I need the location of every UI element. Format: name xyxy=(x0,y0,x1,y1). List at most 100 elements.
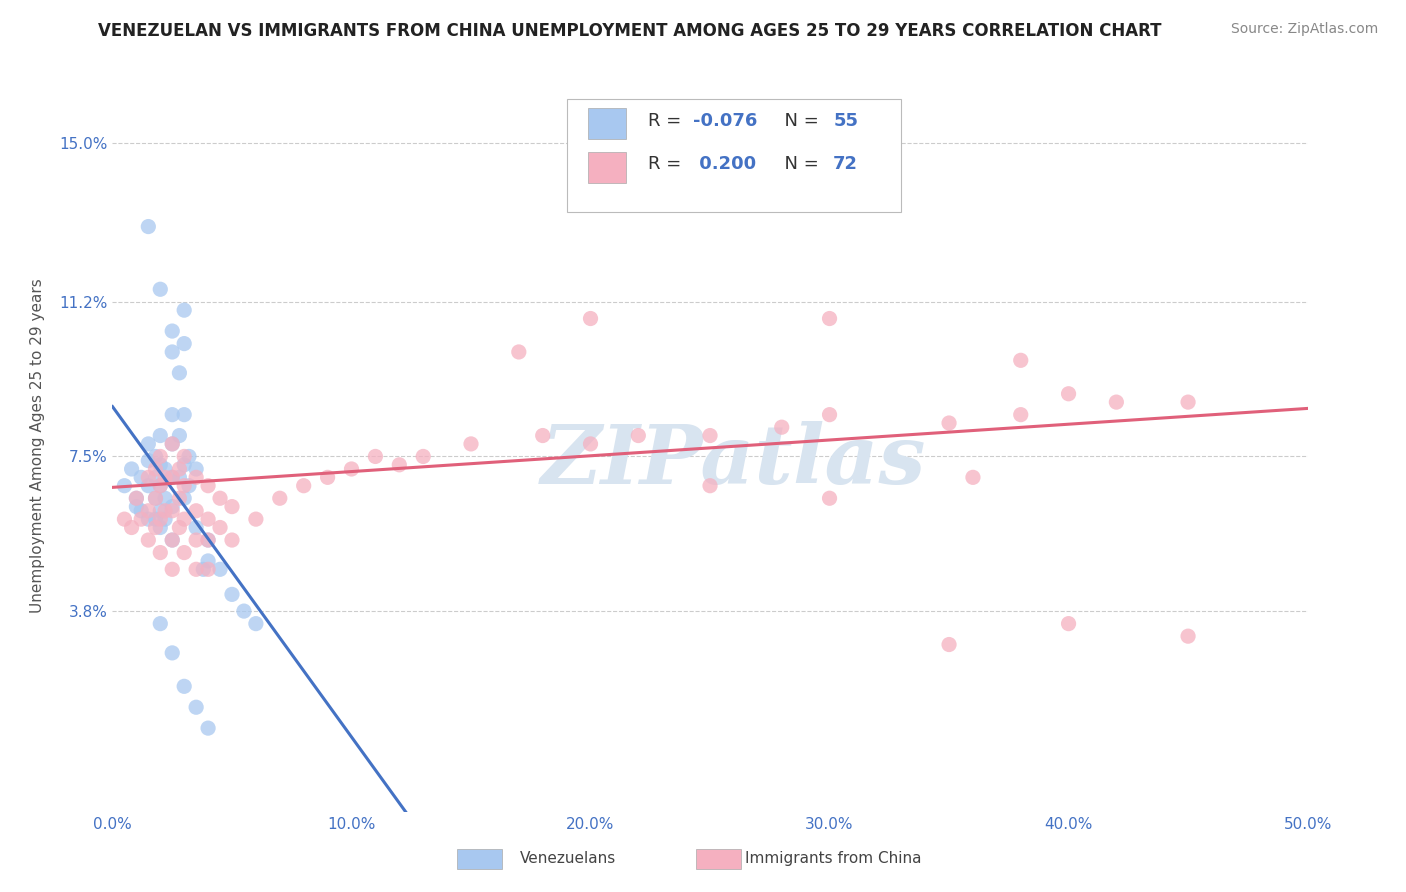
Point xyxy=(149,479,172,493)
Point xyxy=(1057,616,1080,631)
Text: R =: R = xyxy=(648,155,688,173)
Point xyxy=(145,462,167,476)
Point xyxy=(121,520,143,534)
Text: N =: N = xyxy=(773,155,825,173)
Point xyxy=(153,504,176,518)
Y-axis label: Unemployment Among Ages 25 to 29 years: Unemployment Among Ages 25 to 29 years xyxy=(31,278,45,614)
Text: 72: 72 xyxy=(834,155,858,173)
Point xyxy=(153,470,176,484)
FancyBboxPatch shape xyxy=(567,99,901,212)
Text: 0.200: 0.200 xyxy=(693,155,756,173)
Point xyxy=(197,512,219,526)
Point xyxy=(962,470,984,484)
Point xyxy=(169,470,191,484)
Text: VENEZUELAN VS IMMIGRANTS FROM CHINA UNEMPLOYMENT AMONG AGES 25 TO 29 YEARS CORRE: VENEZUELAN VS IMMIGRANTS FROM CHINA UNEM… xyxy=(98,22,1161,40)
Point xyxy=(1010,353,1032,368)
Point xyxy=(186,700,208,714)
Point xyxy=(153,462,176,476)
Point xyxy=(221,587,243,601)
Point xyxy=(245,512,267,526)
Point xyxy=(169,366,191,380)
Point xyxy=(121,462,143,476)
Point xyxy=(138,453,160,467)
Point xyxy=(145,470,167,484)
Point xyxy=(197,533,219,547)
Point xyxy=(114,512,135,526)
Point xyxy=(508,345,530,359)
Point xyxy=(145,512,167,526)
Point xyxy=(162,470,183,484)
Point xyxy=(193,562,215,576)
Point xyxy=(129,512,152,526)
Point xyxy=(699,479,721,493)
Point xyxy=(1177,629,1199,643)
Point xyxy=(186,562,208,576)
Point xyxy=(169,491,191,506)
Point xyxy=(162,470,183,484)
Point xyxy=(1057,386,1080,401)
FancyBboxPatch shape xyxy=(588,108,627,139)
FancyBboxPatch shape xyxy=(588,153,627,183)
Point xyxy=(388,458,411,472)
Text: R =: R = xyxy=(648,112,688,129)
Point xyxy=(186,533,208,547)
Point xyxy=(627,428,650,442)
Point xyxy=(162,408,183,422)
Point xyxy=(1010,408,1032,422)
Point xyxy=(938,416,960,430)
Point xyxy=(149,479,172,493)
Point xyxy=(177,450,200,464)
Point xyxy=(162,533,183,547)
Point xyxy=(818,408,841,422)
Point xyxy=(149,512,172,526)
Point xyxy=(145,491,167,506)
Point xyxy=(221,533,243,547)
Point xyxy=(145,520,167,534)
Point xyxy=(818,311,841,326)
Point xyxy=(186,520,208,534)
Point xyxy=(162,533,183,547)
Point xyxy=(209,520,232,534)
Point xyxy=(233,604,256,618)
Point xyxy=(173,408,195,422)
Point xyxy=(197,479,219,493)
Text: Immigrants from China: Immigrants from China xyxy=(745,851,922,865)
Point xyxy=(162,562,183,576)
Point xyxy=(153,491,176,506)
Point xyxy=(531,428,554,442)
Point xyxy=(209,491,232,506)
Text: -0.076: -0.076 xyxy=(693,112,758,129)
Point xyxy=(138,533,160,547)
Point xyxy=(138,512,160,526)
Point xyxy=(412,450,434,464)
Point xyxy=(173,479,195,493)
Point xyxy=(1177,395,1199,409)
Point xyxy=(173,545,195,559)
Point xyxy=(245,616,267,631)
Point xyxy=(149,428,172,442)
Point xyxy=(197,533,219,547)
Point xyxy=(149,282,172,296)
Text: 55: 55 xyxy=(834,112,858,129)
Text: Source: ZipAtlas.com: Source: ZipAtlas.com xyxy=(1230,22,1378,37)
Point xyxy=(129,470,152,484)
Point xyxy=(138,437,160,451)
Point xyxy=(138,504,160,518)
Point xyxy=(197,562,219,576)
Text: N =: N = xyxy=(773,112,825,129)
Point xyxy=(269,491,291,506)
Point xyxy=(149,520,172,534)
Point xyxy=(169,428,191,442)
Point xyxy=(169,520,191,534)
Point xyxy=(149,458,172,472)
Point xyxy=(173,679,195,693)
Point xyxy=(138,479,160,493)
Point xyxy=(149,616,172,631)
Point xyxy=(145,491,167,506)
Point xyxy=(138,470,160,484)
Point xyxy=(770,420,793,434)
Point xyxy=(186,470,208,484)
Point xyxy=(173,450,195,464)
Point xyxy=(145,450,167,464)
Point xyxy=(173,336,195,351)
